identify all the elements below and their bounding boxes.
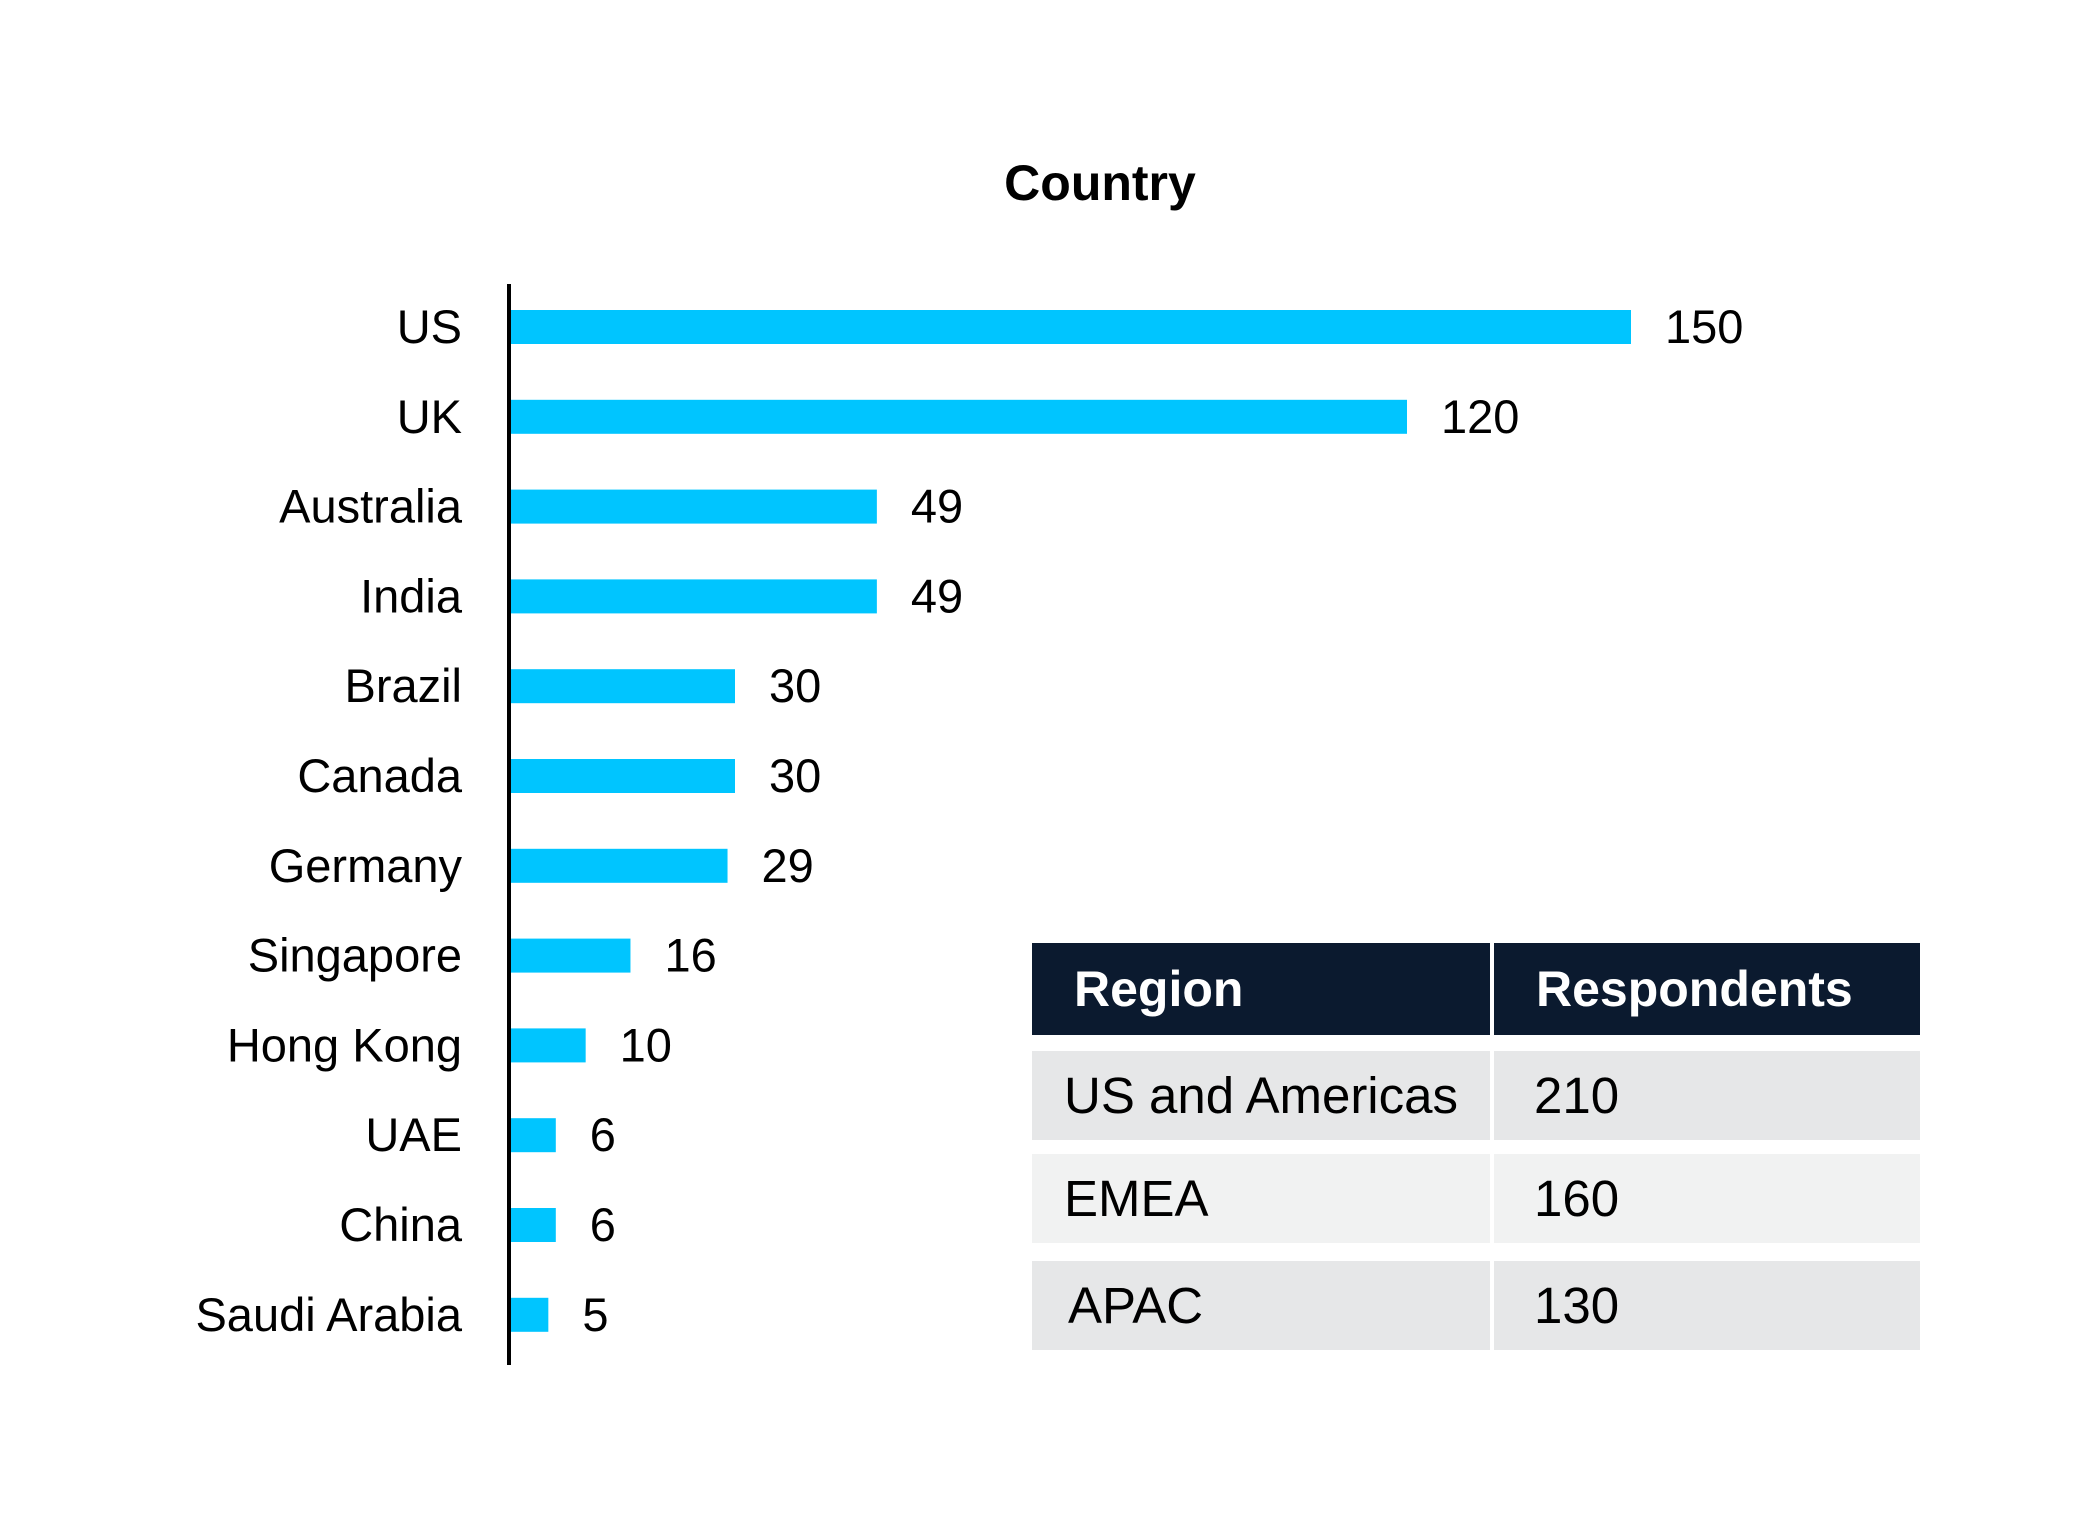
- category-label-uae: UAE: [365, 1108, 462, 1161]
- category-label-singapore: Singapore: [248, 929, 462, 982]
- category-label-australia: Australia: [279, 480, 463, 533]
- category-label-india: India: [360, 569, 463, 622]
- value-label-saudi-arabia: 5: [582, 1288, 608, 1341]
- row-1-respondents: 210: [1494, 1051, 1920, 1140]
- bar-saudi-arabia: [511, 1297, 549, 1332]
- value-label-china: 6: [590, 1198, 616, 1251]
- row-2-region: EMEA: [1032, 1154, 1490, 1243]
- row-2-respondents: 160: [1494, 1154, 1920, 1243]
- chart-title: Country: [1004, 155, 1196, 211]
- category-label-hong-kong: Hong Kong: [227, 1018, 462, 1071]
- value-label-australia: 49: [911, 480, 963, 533]
- bar-us: [511, 310, 1631, 344]
- value-label-germany: 29: [762, 839, 814, 892]
- row-1-region: US and Americas: [1032, 1051, 1490, 1140]
- value-label-us: 150: [1665, 300, 1743, 353]
- value-label-uk: 120: [1441, 390, 1519, 443]
- bar-singapore: [511, 938, 631, 973]
- bar-canada: [511, 759, 735, 793]
- bar-australia: [511, 489, 877, 524]
- value-label-canada: 30: [769, 749, 821, 802]
- row-3-region: APAC: [1032, 1261, 1490, 1350]
- bar-india: [511, 579, 877, 614]
- category-label-canada: Canada: [297, 749, 462, 802]
- category-label-us: US: [397, 300, 462, 353]
- category-label-brazil: Brazil: [344, 659, 462, 712]
- bar-germany: [511, 848, 728, 883]
- category-label-germany: Germany: [269, 839, 463, 892]
- bar-uae: [511, 1118, 556, 1153]
- bar-china: [511, 1208, 556, 1242]
- header-region: Region: [1032, 943, 1490, 1035]
- value-label-brazil: 30: [769, 659, 821, 712]
- value-label-india: 49: [911, 569, 963, 622]
- bars-layer: US 150 UK 120 Australia 49 India 49 Brazil 30 Cana…: [195, 300, 1743, 1341]
- value-label-uae: 6: [590, 1108, 616, 1161]
- bar-hong-kong: [511, 1028, 586, 1063]
- value-label-hong-kong: 10: [620, 1018, 672, 1071]
- row-3-respondents: 130: [1494, 1261, 1920, 1350]
- bar-brazil: [511, 669, 735, 704]
- category-label-saudi-arabia: Saudi Arabia: [195, 1288, 462, 1341]
- category-label-uk: UK: [397, 390, 462, 443]
- bar-uk: [511, 399, 1407, 434]
- category-label-china: China: [339, 1198, 463, 1251]
- header-respondents: Respondents: [1494, 943, 1920, 1035]
- value-label-singapore: 16: [664, 929, 716, 982]
